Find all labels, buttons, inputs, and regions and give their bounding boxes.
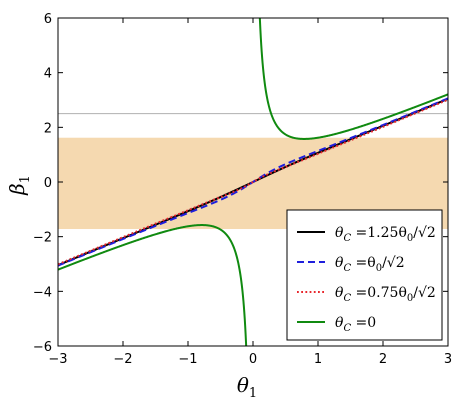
series-layer xyxy=(58,18,448,346)
y-tick-label: 4 xyxy=(44,67,52,82)
series-line-3 xyxy=(58,18,448,346)
y-tick-label: 0 xyxy=(44,176,52,191)
legend-label-3: θC =0 xyxy=(335,315,376,334)
y-tick-label: −4 xyxy=(33,285,52,300)
x-tick-label: 3 xyxy=(444,352,452,367)
legend-label-1: θC =θ0/√2 xyxy=(335,255,405,274)
x-axis-label: θ1 xyxy=(237,373,257,401)
x-tick-label: 2 xyxy=(379,352,387,367)
ticks: −3 −2 −1 0 1 2 3 −6 −4 −2 0 2 4 6 xyxy=(33,12,452,367)
y-tick-label: −6 xyxy=(33,340,52,355)
x-tick-label: −3 xyxy=(48,352,67,367)
legend-label-0: θC =1.25θ0/√2 xyxy=(335,225,436,244)
legend: θC =1.25θ0/√2 θC =θ0/√2 θC =0.75θ0/√2 θC =0 xyxy=(286,209,443,341)
y-axis-label: β1 xyxy=(5,175,33,196)
series-line-2 xyxy=(58,98,448,266)
x-tick-label: 0 xyxy=(249,352,257,367)
legend-label-2: θC =0.75θ0/√2 xyxy=(335,285,436,304)
y-tick-label: 6 xyxy=(44,12,52,27)
x-tick-label: −1 xyxy=(178,352,197,367)
x-tick-label: 1 xyxy=(314,352,322,367)
x-tick-label: −2 xyxy=(113,352,132,367)
y-tick-label: 2 xyxy=(44,121,52,136)
y-tick-label: −2 xyxy=(33,231,52,246)
